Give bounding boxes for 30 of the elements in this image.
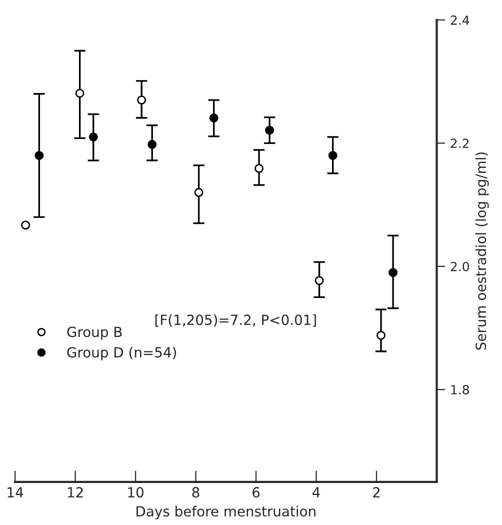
point (376, 330, 386, 340)
point (388, 268, 398, 278)
point (328, 150, 338, 160)
point (254, 164, 264, 173)
x-tick-label: 14 (8, 487, 24, 498)
x-tick-label: 2 (373, 487, 380, 498)
point (209, 113, 218, 122)
point (314, 276, 324, 286)
y-tick-label: 1.8 (451, 385, 469, 394)
y-tick-label: 2.0 (450, 262, 469, 272)
x-tick-label: 4 (312, 487, 320, 498)
y-tick-label: 2.2 (450, 138, 469, 148)
y-tick-label: 2.4 (450, 15, 470, 25)
point (88, 132, 98, 142)
x-tick-label: 8 (192, 487, 200, 498)
x-tick-label: 12 (68, 487, 83, 498)
y-axis-title: Serum oestradiol (log pg/ml) (475, 152, 489, 350)
legend-label: Group D (n=54) (67, 346, 176, 360)
point (148, 140, 157, 149)
x-axis-title: Days before menstruation (136, 506, 316, 520)
point (75, 88, 84, 98)
point (137, 96, 146, 105)
point (194, 188, 204, 197)
legend-label: Group B (67, 326, 122, 340)
annotation: [F(1,205)=7.2, P<0.01] (155, 314, 316, 327)
point (21, 220, 30, 230)
point (265, 126, 274, 135)
x-tick-label: 10 (128, 487, 144, 498)
point (34, 150, 44, 160)
x-tick-label: 6 (252, 487, 260, 498)
